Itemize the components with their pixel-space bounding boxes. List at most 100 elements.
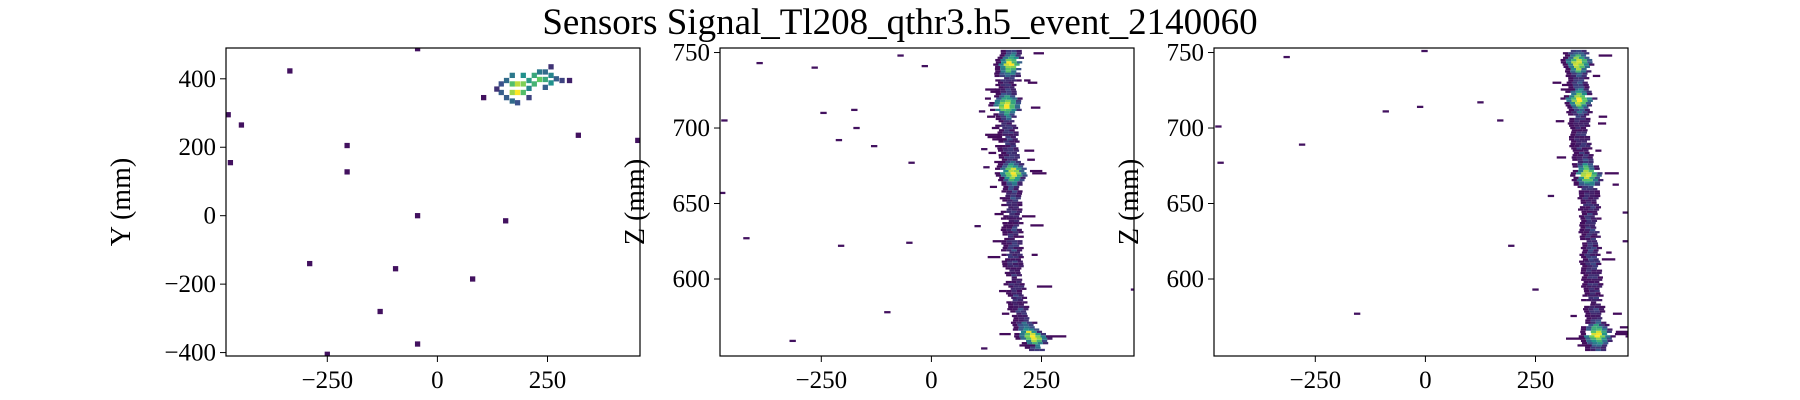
heatmap-cell (1578, 176, 1585, 179)
heatmap-cell (1572, 83, 1579, 87)
heatmap-cell (1577, 154, 1584, 157)
heatmap-cell (1013, 255, 1019, 259)
heatmap-cell (1578, 86, 1585, 89)
heatmap-cell (1570, 174, 1576, 177)
heatmap-cell (1010, 65, 1017, 69)
heatmap-cell (999, 95, 1005, 98)
heatmap-cell (1022, 301, 1028, 304)
heatmap-cell (1010, 99, 1016, 102)
heatmap-cell (1007, 235, 1014, 238)
heatmap-cell (1596, 344, 1602, 347)
heatmap-cell (1576, 68, 1582, 71)
heatmap-cell (1596, 337, 1602, 340)
heatmap-cell (1004, 106, 1010, 109)
heatmap-cell (998, 129, 1005, 132)
heatmap-cell (1579, 194, 1585, 198)
heatmap-cell (1009, 269, 1015, 272)
heatmap-cell (1585, 120, 1591, 123)
heatmap-cell (1604, 323, 1610, 327)
heatmap-cell (1579, 228, 1585, 232)
heatmap-cell (1001, 240, 1007, 243)
heatmap-cell (1585, 237, 1591, 241)
heatmap-cell (1015, 176, 1021, 179)
heatmap-cell (1574, 138, 1580, 141)
heatmap-cell (1013, 285, 1019, 288)
heatmap-cell (999, 289, 1007, 293)
heatmap-cell (1585, 319, 1591, 322)
heatmap-cell (1002, 56, 1009, 59)
heatmap-cell (1573, 151, 1580, 155)
heatmap-cell (1593, 165, 1600, 168)
heatmap-cell (1009, 212, 1015, 216)
heatmap-cell (1593, 294, 1599, 297)
x-tick-label: 0 (1419, 367, 1432, 394)
heatmap-cell (1566, 61, 1572, 64)
heatmap-cell (1014, 104, 1021, 107)
heatmap-cell (1597, 278, 1603, 281)
heatmap-cell (1011, 228, 1017, 232)
heatmap-cell (1001, 181, 1007, 184)
heatmap-cell (1590, 321, 1596, 324)
heatmap-cell (1016, 296, 1022, 300)
heatmap-cell (1582, 244, 1588, 247)
heatmap-cell (1578, 52, 1585, 55)
heatmap-cell (1007, 147, 1014, 150)
heatmap-cell (1010, 74, 1016, 78)
heatmap-cell (1575, 126, 1581, 130)
heatmap-cell (1009, 77, 1015, 80)
heatmap-cell (1580, 133, 1587, 136)
heatmap-cell (1010, 287, 1016, 290)
heatmap-cell (1031, 253, 1038, 256)
heatmap-cell (1018, 262, 1024, 266)
heatmap-cell (1006, 301, 1012, 304)
heatmap-cell (995, 79, 1001, 82)
heatmap-cell (1006, 151, 1012, 155)
heatmap-cell (1570, 126, 1576, 130)
heatmap-cell (1016, 228, 1022, 232)
heatmap-cell (1580, 332, 1587, 336)
heatmap-cell (1041, 339, 1048, 343)
heatmap-cell (1581, 251, 1588, 254)
heatmap-cell (1040, 335, 1046, 338)
heatmap-cell (1005, 65, 1011, 69)
heatmap-cell (1016, 79, 1022, 82)
heatmap-cell (1595, 319, 1602, 322)
heatmap-cell (1011, 242, 1018, 245)
heatmap-cell (1567, 83, 1573, 87)
heatmap-cell (559, 77, 565, 84)
heatmap-cell (1587, 212, 1593, 216)
heatmap-cell (1030, 224, 1044, 227)
heatmap-cell (1578, 183, 1585, 186)
heatmap-cell (1001, 253, 1007, 256)
heatmap-cell (1573, 183, 1579, 186)
heatmap-cell (1589, 181, 1595, 184)
heatmap-cell (1590, 346, 1596, 349)
heatmap-cell (1011, 201, 1018, 204)
heatmap-cell (1591, 326, 1597, 329)
heatmap-cell (414, 341, 421, 347)
heatmap-cell (1573, 52, 1579, 55)
heatmap-cell (1575, 115, 1581, 118)
heatmap-cell (1570, 54, 1576, 57)
heatmap-cell (1581, 104, 1587, 107)
heatmap-cell (1590, 226, 1597, 229)
heatmap-cell (1582, 283, 1588, 286)
heatmap-cell (1567, 63, 1574, 66)
heatmap-cell (995, 61, 1002, 64)
heatmap-cell (995, 70, 1001, 73)
heatmap-cell (1580, 101, 1586, 105)
heatmap-cell (1586, 328, 1592, 331)
heatmap-cell (1594, 231, 1600, 234)
heatmap-cell (1001, 97, 1007, 100)
heatmap-cell (1591, 240, 1598, 243)
heatmap-cell (1010, 72, 1016, 75)
heatmap-cell (1011, 217, 1017, 220)
heatmap-cell (999, 197, 1006, 200)
heatmap-cell (1594, 181, 1601, 184)
heatmap-cell (1006, 201, 1012, 204)
heatmap-cell (996, 165, 1003, 168)
heatmap-cell (978, 110, 986, 113)
heatmap-cell (1576, 147, 1582, 150)
heatmap-cell (1596, 332, 1602, 336)
heatmap-cell (1585, 101, 1591, 105)
